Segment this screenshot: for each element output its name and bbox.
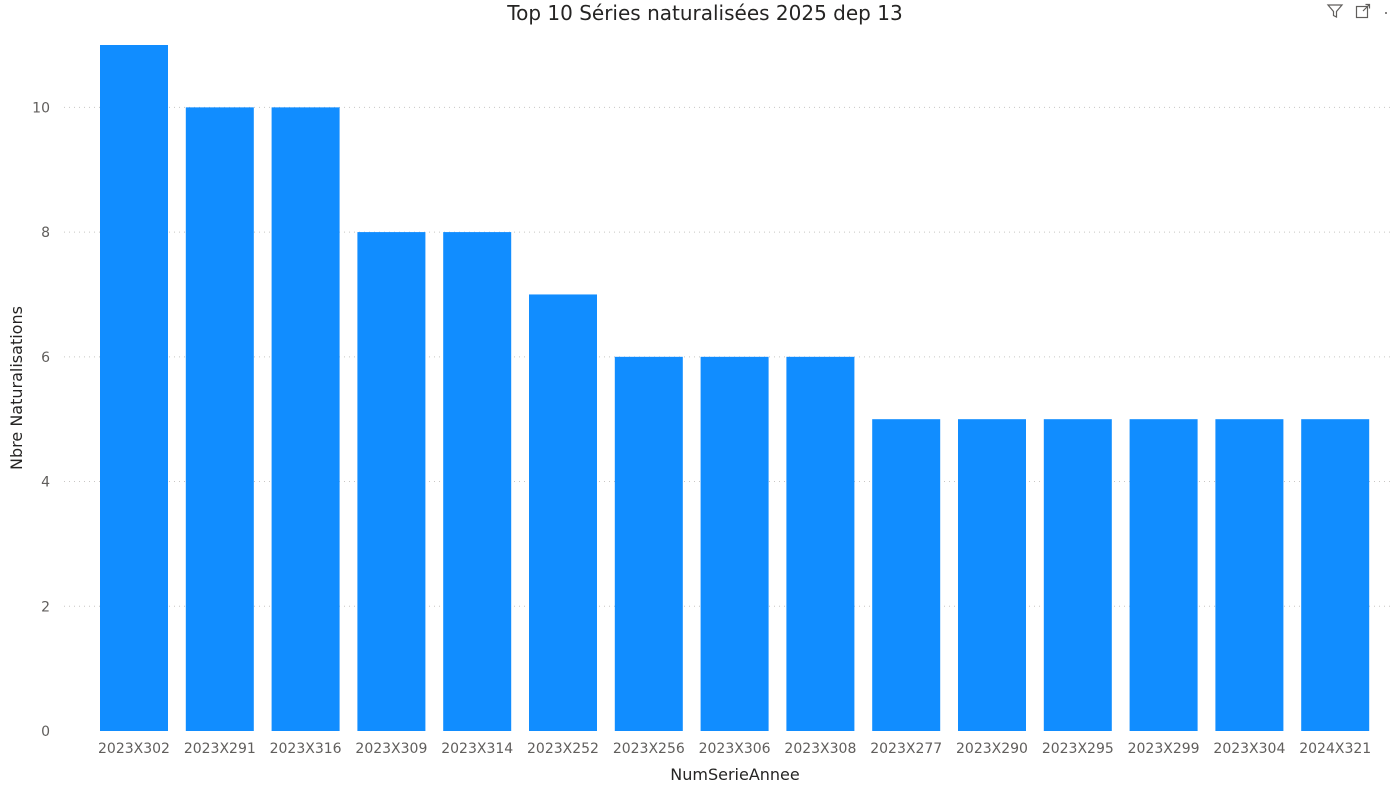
y-tick-label: 8: [41, 225, 50, 241]
bar-2023X295[interactable]: [1043, 419, 1112, 731]
bar-2023X277[interactable]: [872, 419, 941, 731]
focus-mode-icon[interactable]: [1354, 2, 1372, 20]
x-tick-label: 2024X321: [1299, 741, 1371, 757]
x-tick-label: 2023X291: [184, 741, 256, 757]
bar-2023X299[interactable]: [1129, 419, 1198, 731]
x-tick-label: 2023X304: [1213, 741, 1285, 757]
x-tick-label: 2023X316: [270, 741, 342, 757]
bar-2023X291[interactable]: [185, 107, 254, 731]
bar-2023X302[interactable]: [100, 45, 168, 731]
bar-2023X256[interactable]: [614, 356, 683, 731]
x-tick-label: 2023X306: [699, 741, 771, 757]
x-tick-label: 2023X290: [956, 741, 1028, 757]
y-axis-ticks: 0 2 4 6 8 10: [32, 100, 50, 740]
bar-2023X316[interactable]: [271, 107, 340, 731]
chart-title: Top 10 Séries naturalisées 2025 dep 13: [507, 1, 903, 25]
more-options-icon[interactable]: [1382, 2, 1390, 20]
y-tick-label: 0: [41, 724, 50, 740]
bar-2024X321[interactable]: [1301, 419, 1370, 731]
visual-header-icons: [1326, 2, 1390, 20]
x-axis-title: NumSerieAnnee: [670, 765, 799, 784]
x-tick-label: 2023X256: [613, 741, 685, 757]
x-tick-label: 2023X314: [441, 741, 513, 757]
bar-2023X309[interactable]: [357, 232, 426, 731]
x-tick-label: 2023X309: [355, 741, 427, 757]
y-tick-label: 6: [41, 350, 50, 366]
x-tick-label: 2023X302: [98, 741, 170, 757]
y-tick-label: 4: [41, 475, 50, 491]
bar-2023X306[interactable]: [700, 356, 769, 731]
bar-2023X308[interactable]: [786, 356, 855, 731]
bar-2023X304[interactable]: [1215, 419, 1284, 731]
y-tick-label: 10: [32, 100, 50, 116]
bar-2023X290[interactable]: [958, 419, 1026, 731]
y-axis-title: Nbre Naturalisations: [7, 306, 26, 470]
filter-icon[interactable]: [1326, 2, 1344, 20]
x-tick-label: 2023X277: [870, 741, 942, 757]
bar-2023X314[interactable]: [443, 232, 512, 731]
x-tick-label: 2023X299: [1128, 741, 1200, 757]
bars: [100, 45, 1370, 731]
x-tick-label: 2023X295: [1042, 741, 1114, 757]
x-axis-ticks: 2023X302 2023X291 2023X316 2023X309 2023X314…: [98, 741, 1371, 757]
bar-2023X252[interactable]: [529, 294, 597, 731]
y-tick-label: 2: [41, 599, 50, 615]
x-tick-label: 2023X308: [784, 741, 856, 757]
x-tick-label: 2023X252: [527, 741, 599, 757]
